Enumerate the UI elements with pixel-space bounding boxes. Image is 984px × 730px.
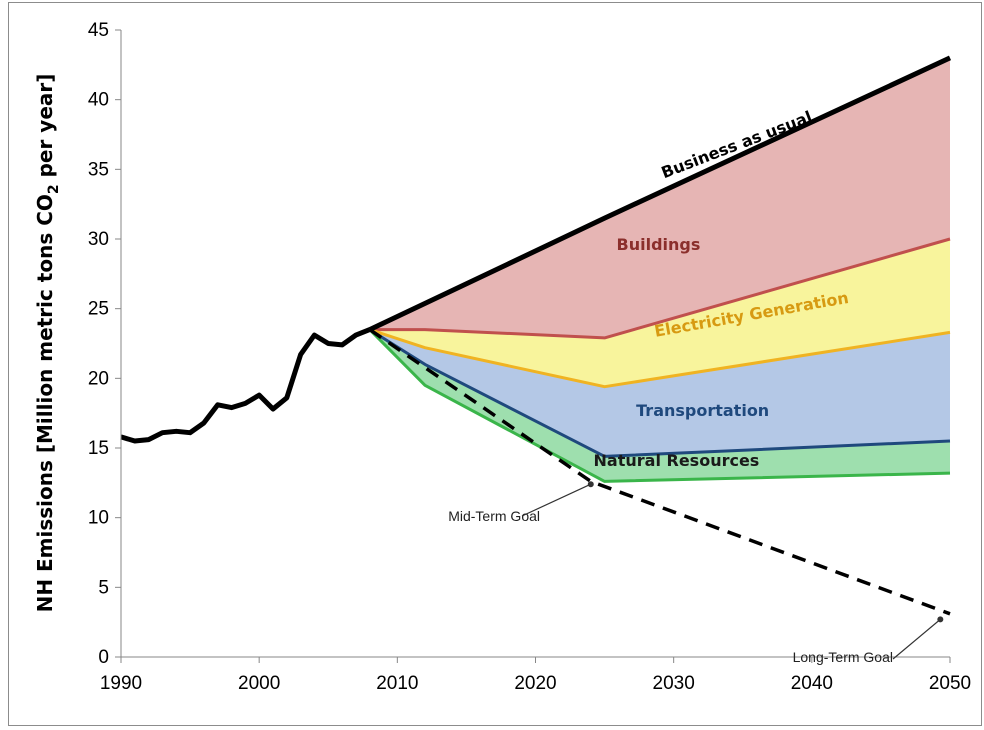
y-tick-label: 5 [98,577,109,598]
wedge-area-2 [369,239,950,387]
long-term-goal-label: Long-Term Goal [793,649,893,665]
y-tick-label: 30 [88,229,109,250]
mid-term-goal-label: Mid-Term Goal [448,508,540,524]
annotations: Mid-Term Goal Long-Term Goal [448,481,944,665]
y-axis-label: NH Emissions [Million metric tons CO2 pe… [33,74,62,613]
y-tick-label: 45 [88,20,109,41]
axes: 0 5 10 15 20 25 30 35 40 45 1990 2000 2010 2020 2030 20… [88,20,971,694]
x-tick-label: 2010 [376,673,418,694]
x-tick-label: 2050 [929,673,971,694]
y-tick-label: 25 [88,299,109,320]
y-tick-label: 0 [98,647,109,668]
historical-line [120,327,371,444]
buildings-label: Buildings [617,235,701,254]
wedge-area-3 [369,329,950,457]
y-axis-label-main: NH Emissions [Million metric tons CO [33,194,57,612]
y-tick-label: 10 [88,508,109,529]
y-tick-label: 20 [88,368,109,389]
mid-term-goal-leader [521,483,592,517]
x-tick-label: 2040 [791,673,833,694]
wedge-line-4 [368,328,951,483]
x-tick-label: 2030 [653,673,695,694]
wedge-area-4 [369,329,950,482]
y-tick-label: 35 [88,159,109,180]
y-axis-label-sub: 2 [46,184,62,194]
x-tick-label: 2000 [238,673,280,694]
long-term-goal-leader [892,618,941,660]
wedge-line-1 [369,237,951,340]
y-tick-label: 15 [88,438,109,459]
transportation-label: Transportation [636,401,769,420]
x-tick-label: 1990 [100,673,142,694]
series-lines [120,55,952,616]
y-tick-label: 40 [88,90,109,111]
y-axis-label-end: per year] [33,74,57,185]
wedge-line-2 [369,328,951,389]
natural-resources-label: Natural Resources [594,451,760,470]
bau-line [368,55,952,332]
x-tick-label: 2020 [514,673,556,694]
